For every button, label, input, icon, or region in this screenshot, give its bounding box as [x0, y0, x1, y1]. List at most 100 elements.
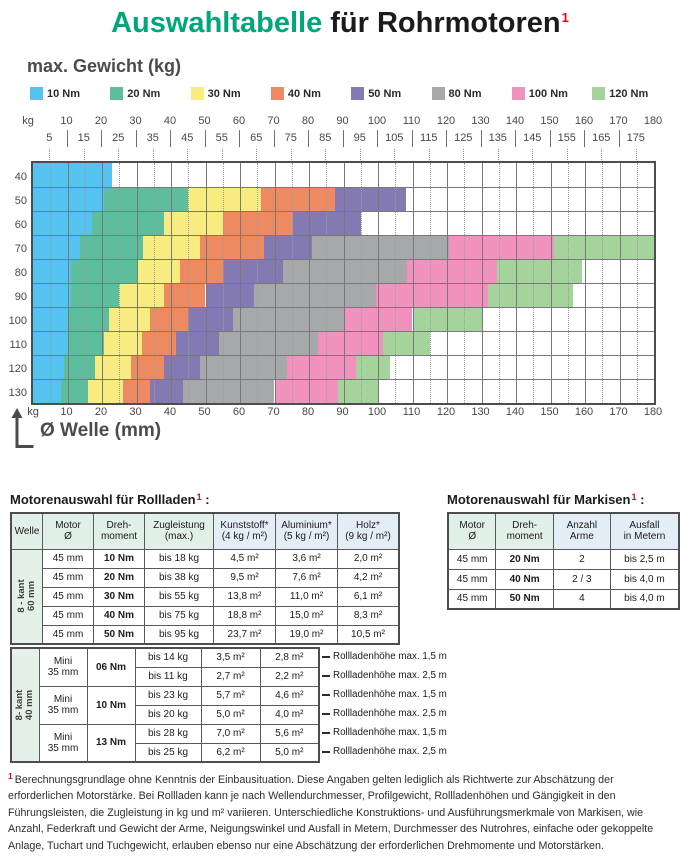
x-minor-tick-label: 35 — [146, 132, 159, 144]
table-row: bis 25 kg 6,2 m² 5,0 m² — [11, 742, 320, 763]
rollladen-header-cell: Aluminium* (5 kg / m²) — [275, 512, 338, 550]
chart-segment-50kg-20Nm — [103, 187, 189, 211]
markisen-header-cell: Anzahl Arme — [552, 512, 611, 550]
x-minor-tick-label: 105 — [385, 132, 404, 144]
grid-line-horizontal — [33, 307, 654, 308]
rollladen-torque-cell: 13 Nm — [86, 723, 136, 763]
rollladen-data-cell: 9,5 m² — [213, 567, 276, 588]
x-major-tick-label: 110 — [402, 115, 421, 127]
rollladen-torque-cell: 06 Nm — [86, 647, 136, 687]
page-title-part1: Auswahltabelle — [111, 7, 323, 39]
axis-minor-tick — [463, 149, 465, 160]
axis-minor-tick — [256, 149, 258, 160]
chart-segment-80kg-40Nm — [179, 259, 223, 283]
chart-segment-130kg-30Nm — [88, 379, 123, 403]
rollladenhoehe-annotations: Rollladenhöhe max. 1,5 m Rollladenhöhe ma… — [320, 647, 470, 763]
table-row: Mini 35 mm 10 Nm bis 23 kg 5,7 m² 4,6 m² — [11, 685, 320, 725]
markisen-data-cell: 2 — [552, 548, 611, 570]
x-major-tick-label: 180 — [643, 115, 663, 127]
rollladen-data-cell: bis 28 kg — [134, 723, 202, 744]
chart-segment-110kg-120Nm — [383, 331, 430, 355]
rollladen-data-cell: bis 38 kg — [144, 567, 214, 588]
legend-swatch-120Nm — [592, 87, 606, 100]
grid-line-horizontal — [33, 187, 654, 188]
chart-segment-110kg-50Nm — [176, 331, 220, 355]
markisen-data-cell: 45 mm — [447, 588, 497, 610]
rollladen-data-cell: 20 Nm — [93, 567, 145, 588]
rollladen-data-cell: 5,0 m² — [200, 704, 261, 725]
rollladenhoehe-annotation: Rollladenhöhe max. 1,5 m — [322, 723, 447, 742]
axis-corner-arrow-icon — [11, 408, 34, 448]
chart-segment-120kg-30Nm — [95, 355, 132, 379]
axis-minor-tick — [601, 149, 603, 160]
chart-segment-120kg-10Nm — [33, 355, 65, 379]
chart-segment-130kg-120Nm — [338, 379, 378, 403]
markisen-table-title: Motorenauswahl für Markisen1 : — [447, 492, 680, 507]
table-row: Motor Ø Dreh-moment Anzahl Arme Ausfall in Met… — [447, 512, 680, 550]
axis-tick-separator — [101, 130, 102, 147]
rollladen-data-cell: 2,0 m² — [337, 548, 400, 569]
rollladen-motor-cell: Mini 35 mm — [38, 647, 88, 687]
rollladen-data-cell: 45 mm — [42, 586, 94, 607]
rollladen-motor-cell: Mini 35 mm — [38, 685, 88, 725]
x-major-tick-label: 150 — [540, 115, 559, 127]
legend: 10 Nm 20 Nm 30 Nm 40 Nm 50 Nm 80 Nm 100 Nm 120 … — [0, 87, 680, 103]
legend-item: 80 Nm — [431, 87, 482, 100]
rollladen-data-cell: 30 Nm — [93, 586, 145, 607]
x-major-tick-label-bottom: 110 — [402, 406, 421, 418]
rollladen-data-cell: 45 mm — [42, 548, 94, 569]
chart-segment-110kg-80Nm — [219, 331, 318, 355]
axis-minor-tick — [325, 149, 327, 160]
footnote: 1 Berechnungsgrundlage ohne Kenntnis der … — [8, 771, 674, 854]
annotation-dash-icon — [322, 750, 330, 753]
rollladen-data-cell: 4,5 m² — [213, 548, 276, 569]
rollladen-data-cell: 7,6 m² — [275, 567, 338, 588]
rollladen-header-cell: Kunststoff* (4 kg / m²) — [213, 512, 276, 550]
title-footnote-mark: 1 — [561, 10, 569, 25]
selection-chart — [31, 161, 656, 405]
x-major-tick-label-bottom: 140 — [505, 406, 525, 418]
table-row: 45 mm 20 Nm 2 bis 2,5 m — [447, 548, 680, 570]
axis-tick-separator — [515, 130, 516, 147]
x-major-tick-label: 130 — [471, 115, 490, 127]
chart-segment-130kg-50Nm — [150, 379, 184, 403]
y-axis-kg-label: 50 — [14, 195, 27, 207]
x-major-tick-label-bottom: 40 — [163, 406, 177, 418]
chart-segment-70kg-10Nm — [33, 235, 80, 259]
x-major-tick-label: 50 — [198, 115, 211, 127]
legend-item: 10 Nm — [30, 87, 80, 100]
chart-segment-70kg-120Nm — [553, 235, 654, 259]
rollladen-data-cell: 4,0 m² — [259, 704, 320, 725]
y-axis-kg-label: 80 — [14, 267, 27, 279]
page-title-part2: für Rohrmotoren — [322, 7, 561, 39]
markisen-data-cell: 45 mm — [447, 568, 497, 590]
chart-segment-60kg-20Nm — [91, 211, 165, 235]
annotation-dash-icon — [322, 693, 330, 696]
x-axis-heading: Ø Welle (mm) — [40, 420, 162, 441]
rollladen-table-title: Motorenauswahl für Rollladen1 : — [10, 492, 470, 507]
x-minor-tick-label: 165 — [592, 132, 611, 144]
grid-line-horizontal — [33, 235, 654, 236]
x-major-tick-label-bottom: 20 — [94, 406, 108, 418]
legend-swatch-30Nm — [190, 87, 204, 100]
table-row: 45 mm 30 Nm bis 55 kg 13,8 m² 11,0 m² 6,1 m² — [11, 586, 400, 607]
chart-segment-130kg-40Nm — [122, 379, 151, 403]
chart-segment-90kg-80Nm — [253, 283, 377, 307]
x-major-tick-label-bottom: 90 — [336, 406, 349, 418]
rollladenhoehe-annotation: Rollladenhöhe max. 1,5 m — [322, 647, 447, 666]
table-row: 45 mm 20 Nm bis 38 kg 9,5 m² 7,6 m² 4,2 m² — [11, 567, 400, 588]
rollladen-motor-cell: Mini 35 mm — [38, 723, 88, 763]
markisen-data-cell: bis 4,0 m — [609, 568, 680, 590]
legend-swatch-50Nm — [351, 87, 365, 100]
page-title: Auswahltabelle für Rohrmotoren1 — [0, 7, 680, 40]
legend-swatch-40Nm — [270, 87, 284, 100]
axis-minor-tick — [290, 149, 292, 160]
axis-tick-separator — [135, 130, 137, 147]
annotation-dash-icon — [322, 712, 330, 715]
rollladen-footnote-mark: 1 — [196, 492, 202, 502]
markisen-data-cell: 40 Nm — [495, 568, 554, 590]
markisen-data-cell: 4 — [552, 588, 611, 610]
y-axis-kg-label: 110 — [9, 339, 27, 351]
markisen-data-cell: bis 4,0 m — [609, 588, 680, 610]
axis-tick-separator — [239, 130, 240, 147]
